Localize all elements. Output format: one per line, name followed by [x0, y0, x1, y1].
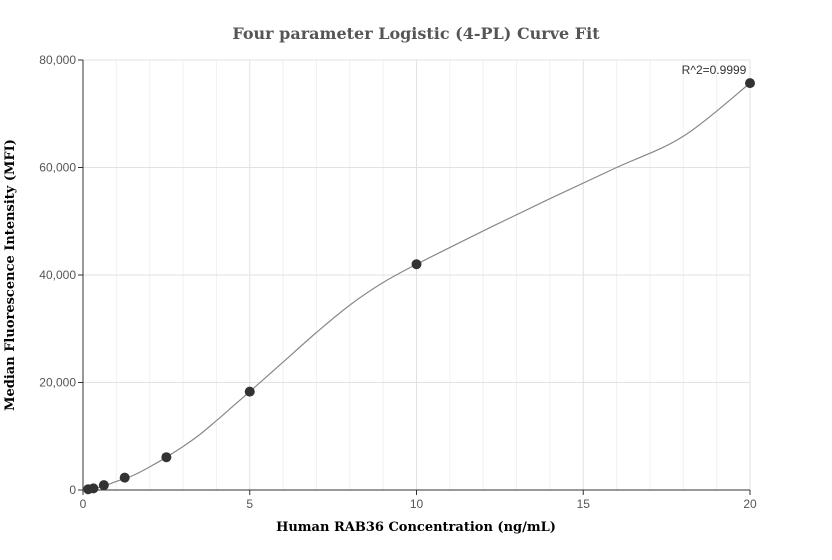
x-axis-ticks: 0 5 10 15 20 [80, 490, 757, 511]
x-tick-label: 0 [80, 497, 87, 511]
data-point [745, 78, 755, 89]
y-tick-label: 80,000 [39, 53, 76, 67]
data-point [98, 480, 109, 491]
data-point [244, 386, 255, 397]
annotations: R^2=0.9999 [682, 63, 747, 77]
x-tick-label: 5 [246, 497, 253, 511]
data-points [83, 78, 755, 495]
x-axis-title: Human RAB36 Concentration (ng/mL) [276, 520, 556, 535]
x-tick-label: 10 [410, 497, 424, 511]
y-tick-label: 0 [69, 483, 76, 497]
y-tick-label: 20,000 [39, 376, 76, 390]
chart-title: Four parameter Logistic (4-PL) Curve Fit [232, 24, 600, 43]
x-tick-label: 20 [743, 497, 757, 511]
y-axis-ticks: 0 20,000 40,000 60,000 80,000 [39, 53, 83, 497]
x-tick-label: 15 [577, 497, 591, 511]
y-tick-label: 40,000 [39, 268, 76, 282]
data-point [411, 259, 422, 270]
y-axis-title: Median Fluorescence Intensity (MFI) [3, 139, 18, 411]
data-point [88, 483, 99, 494]
data-point [119, 472, 130, 483]
y-tick-label: 60,000 [39, 161, 76, 175]
data-point [161, 452, 172, 463]
fit-curve-line [82, 82, 751, 491]
r-squared-label: R^2=0.9999 [682, 63, 747, 77]
grid [83, 59, 751, 490]
